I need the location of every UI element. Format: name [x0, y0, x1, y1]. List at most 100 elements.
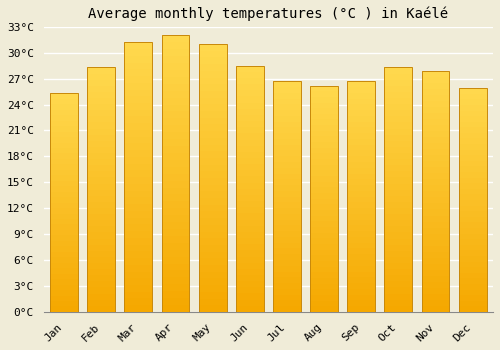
- Bar: [88, 177, 115, 183]
- Bar: [458, 256, 486, 261]
- Bar: [310, 170, 338, 176]
- Bar: [198, 104, 226, 111]
- Bar: [236, 300, 264, 306]
- Bar: [50, 214, 78, 219]
- Bar: [198, 51, 226, 57]
- Bar: [348, 277, 375, 283]
- Bar: [310, 131, 338, 136]
- Bar: [236, 97, 264, 103]
- Bar: [422, 137, 450, 143]
- Bar: [348, 260, 375, 266]
- Bar: [50, 93, 78, 312]
- Bar: [162, 84, 190, 91]
- Bar: [88, 159, 115, 165]
- Bar: [88, 110, 115, 116]
- Bar: [50, 192, 78, 197]
- Bar: [162, 250, 190, 257]
- Bar: [162, 264, 190, 271]
- Bar: [310, 103, 338, 108]
- Bar: [162, 77, 190, 84]
- Bar: [162, 298, 190, 305]
- Bar: [384, 153, 412, 159]
- Bar: [422, 191, 450, 197]
- Bar: [50, 99, 78, 104]
- Bar: [198, 191, 226, 198]
- Bar: [348, 93, 375, 98]
- Bar: [458, 150, 486, 155]
- Bar: [384, 196, 412, 202]
- Bar: [348, 110, 375, 116]
- Bar: [422, 216, 450, 222]
- Bar: [162, 208, 190, 215]
- Bar: [124, 251, 152, 258]
- Bar: [384, 232, 412, 239]
- Bar: [348, 185, 375, 191]
- Bar: [384, 257, 412, 263]
- Bar: [422, 83, 450, 89]
- Bar: [236, 219, 264, 226]
- Bar: [310, 216, 338, 222]
- Bar: [88, 300, 115, 306]
- Bar: [162, 118, 190, 125]
- Bar: [273, 208, 301, 214]
- Bar: [384, 104, 412, 110]
- Bar: [310, 159, 338, 165]
- Bar: [236, 269, 264, 275]
- Bar: [384, 79, 412, 86]
- Bar: [458, 295, 486, 301]
- Bar: [384, 263, 412, 269]
- Bar: [384, 306, 412, 312]
- Bar: [50, 295, 78, 301]
- Bar: [50, 224, 78, 230]
- Bar: [162, 188, 190, 194]
- Bar: [458, 239, 486, 245]
- Bar: [198, 171, 226, 178]
- Bar: [198, 84, 226, 91]
- Title: Average monthly temperatures (°C ) in Kaélé: Average monthly temperatures (°C ) in Ka…: [88, 7, 448, 21]
- Bar: [273, 127, 301, 133]
- Bar: [458, 111, 486, 116]
- Bar: [384, 300, 412, 306]
- Bar: [273, 139, 301, 145]
- Bar: [50, 301, 78, 307]
- Bar: [273, 162, 301, 168]
- Bar: [50, 236, 78, 241]
- Bar: [458, 178, 486, 183]
- Bar: [348, 145, 375, 150]
- Bar: [348, 237, 375, 243]
- Bar: [198, 178, 226, 185]
- Bar: [422, 197, 450, 203]
- Bar: [384, 172, 412, 177]
- Bar: [50, 104, 78, 110]
- Bar: [88, 104, 115, 110]
- Bar: [88, 202, 115, 208]
- Bar: [162, 236, 190, 243]
- Bar: [124, 292, 152, 299]
- Bar: [348, 283, 375, 289]
- Bar: [198, 71, 226, 78]
- Bar: [422, 246, 450, 252]
- Bar: [162, 222, 190, 229]
- Bar: [198, 145, 226, 151]
- Bar: [458, 144, 486, 150]
- Bar: [198, 211, 226, 218]
- Bar: [348, 202, 375, 208]
- Bar: [310, 301, 338, 306]
- Bar: [198, 218, 226, 225]
- Bar: [310, 97, 338, 103]
- Bar: [348, 300, 375, 306]
- Bar: [124, 123, 152, 130]
- Bar: [236, 140, 264, 146]
- Bar: [273, 220, 301, 225]
- Bar: [273, 150, 301, 156]
- Bar: [124, 103, 152, 110]
- Bar: [422, 222, 450, 228]
- Bar: [310, 193, 338, 199]
- Bar: [198, 44, 226, 51]
- Bar: [88, 287, 115, 294]
- Bar: [422, 270, 450, 276]
- Bar: [348, 197, 375, 202]
- Bar: [273, 283, 301, 289]
- Bar: [273, 289, 301, 295]
- Bar: [348, 139, 375, 145]
